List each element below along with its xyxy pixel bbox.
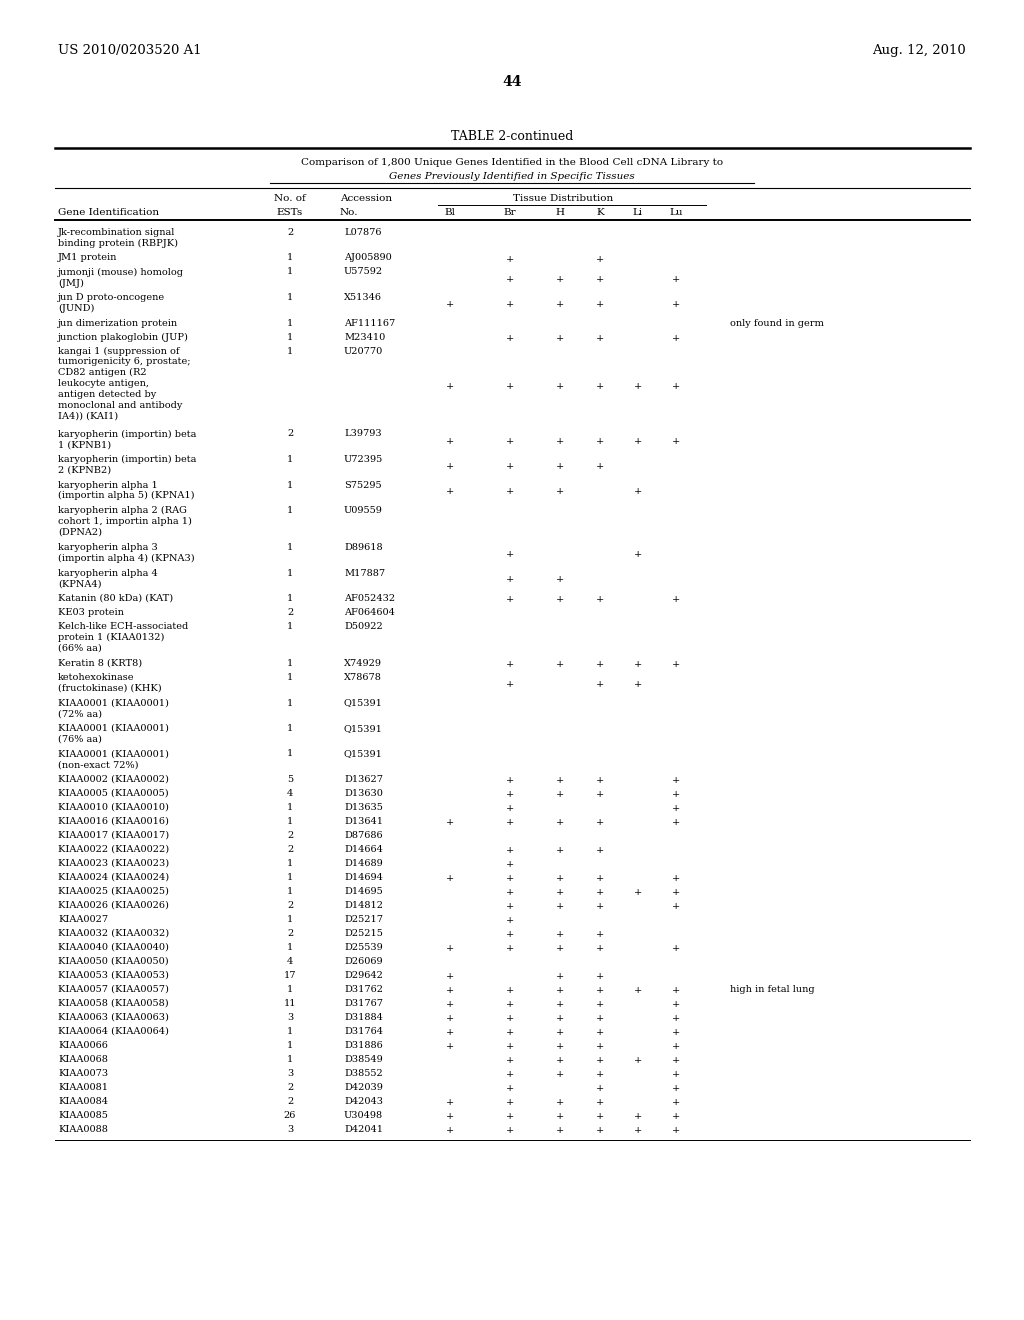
Text: M17887: M17887 — [344, 569, 385, 578]
Text: +: + — [596, 1071, 604, 1080]
Text: KIAA0017 (KIAA0017): KIAA0017 (KIAA0017) — [58, 832, 169, 840]
Text: X74929: X74929 — [344, 659, 382, 668]
Text: +: + — [672, 818, 680, 828]
Text: +: + — [506, 1071, 514, 1080]
Text: +: + — [672, 791, 680, 799]
Text: 1: 1 — [287, 253, 293, 263]
Text: AF064604: AF064604 — [344, 609, 395, 616]
Text: 4: 4 — [287, 789, 293, 799]
Text: +: + — [445, 300, 454, 309]
Text: +: + — [506, 437, 514, 446]
Text: +: + — [634, 383, 642, 391]
Text: +: + — [506, 255, 514, 264]
Text: Comparison of 1,800 Unique Genes Identified in the Blood Cell cDNA Library to: Comparison of 1,800 Unique Genes Identif… — [301, 158, 723, 168]
Text: U72395: U72395 — [344, 455, 383, 465]
Text: +: + — [596, 1084, 604, 1093]
Text: D89618: D89618 — [344, 543, 383, 552]
Text: +: + — [672, 1056, 680, 1065]
Text: 1: 1 — [287, 750, 293, 759]
Text: 1: 1 — [287, 873, 293, 882]
Text: +: + — [556, 487, 564, 496]
Text: Tissue Distribution: Tissue Distribution — [513, 194, 613, 203]
Text: +: + — [596, 931, 604, 940]
Text: KIAA0057 (KIAA0057): KIAA0057 (KIAA0057) — [58, 985, 169, 994]
Text: +: + — [596, 334, 604, 343]
Text: +: + — [556, 1028, 564, 1038]
Text: +: + — [672, 804, 680, 813]
Text: +: + — [672, 334, 680, 343]
Text: +: + — [672, 1084, 680, 1093]
Text: +: + — [556, 1071, 564, 1080]
Text: +: + — [506, 1056, 514, 1065]
Text: +: + — [556, 334, 564, 343]
Text: D25215: D25215 — [344, 929, 383, 939]
Text: +: + — [556, 888, 564, 898]
Text: KIAA0081: KIAA0081 — [58, 1082, 108, 1092]
Text: +: + — [596, 660, 604, 669]
Text: 1: 1 — [287, 859, 293, 869]
Text: KIAA0084: KIAA0084 — [58, 1097, 108, 1106]
Text: +: + — [506, 595, 514, 605]
Text: D87686: D87686 — [344, 832, 383, 840]
Text: Gene Identification: Gene Identification — [58, 209, 159, 216]
Text: +: + — [556, 576, 564, 585]
Text: +: + — [634, 680, 642, 689]
Text: +: + — [596, 680, 604, 689]
Text: +: + — [445, 944, 454, 953]
Text: U57592: U57592 — [344, 268, 383, 276]
Text: 1: 1 — [287, 723, 293, 733]
Text: karyopherin (importin) beta
1 (KPNB1): karyopherin (importin) beta 1 (KPNB1) — [58, 429, 197, 449]
Text: +: + — [506, 275, 514, 284]
Text: +: + — [596, 818, 604, 828]
Text: +: + — [445, 1001, 454, 1010]
Text: 2: 2 — [287, 228, 293, 238]
Text: KIAA0058 (KIAA0058): KIAA0058 (KIAA0058) — [58, 999, 169, 1008]
Text: K: K — [596, 209, 604, 216]
Text: +: + — [556, 874, 564, 883]
Text: 1: 1 — [287, 915, 293, 924]
Text: karyopherin alpha 4
(KPNA4): karyopherin alpha 4 (KPNA4) — [58, 569, 158, 589]
Text: KIAA0032 (KIAA0032): KIAA0032 (KIAA0032) — [58, 929, 169, 939]
Text: +: + — [445, 1126, 454, 1135]
Text: 11: 11 — [284, 999, 296, 1008]
Text: 1: 1 — [287, 942, 293, 952]
Text: +: + — [596, 595, 604, 605]
Text: 4: 4 — [287, 957, 293, 966]
Text: D14695: D14695 — [344, 887, 383, 896]
Text: +: + — [596, 944, 604, 953]
Text: +: + — [506, 846, 514, 855]
Text: JM1 protein: JM1 protein — [58, 253, 118, 263]
Text: +: + — [596, 437, 604, 446]
Text: KE03 protein: KE03 protein — [58, 609, 124, 616]
Text: KIAA0002 (KIAA0002): KIAA0002 (KIAA0002) — [58, 775, 169, 784]
Text: 1: 1 — [287, 333, 293, 342]
Text: +: + — [506, 660, 514, 669]
Text: +: + — [445, 986, 454, 995]
Text: M23410: M23410 — [344, 333, 385, 342]
Text: 2: 2 — [287, 1082, 293, 1092]
Text: +: + — [506, 1084, 514, 1093]
Text: D13635: D13635 — [344, 803, 383, 812]
Text: 1: 1 — [287, 659, 293, 668]
Text: high in fetal lung: high in fetal lung — [730, 985, 815, 994]
Text: 1: 1 — [287, 1027, 293, 1036]
Text: Li: Li — [633, 209, 643, 216]
Text: +: + — [634, 660, 642, 669]
Text: U09559: U09559 — [344, 506, 383, 515]
Text: +: + — [596, 255, 604, 264]
Text: U30498: U30498 — [344, 1111, 383, 1119]
Text: +: + — [506, 861, 514, 870]
Text: 1: 1 — [287, 455, 293, 465]
Text: TABLE 2-continued: TABLE 2-continued — [451, 129, 573, 143]
Text: jun D proto-oncogene
(JUND): jun D proto-oncogene (JUND) — [58, 293, 165, 313]
Text: 26: 26 — [284, 1111, 296, 1119]
Text: No.: No. — [340, 209, 358, 216]
Text: Kelch-like ECH-associated
protein 1 (KIAA0132)
(66% aa): Kelch-like ECH-associated protein 1 (KIA… — [58, 622, 188, 652]
Text: +: + — [556, 986, 564, 995]
Text: US 2010/0203520 A1: US 2010/0203520 A1 — [58, 44, 202, 57]
Text: KIAA0010 (KIAA0010): KIAA0010 (KIAA0010) — [58, 803, 169, 812]
Text: karyopherin alpha 2 (RAG
cohort 1, importin alpha 1)
(DPNA2): karyopherin alpha 2 (RAG cohort 1, impor… — [58, 506, 191, 537]
Text: +: + — [556, 1098, 564, 1107]
Text: jun dimerization protein: jun dimerization protein — [58, 318, 178, 327]
Text: +: + — [672, 1001, 680, 1010]
